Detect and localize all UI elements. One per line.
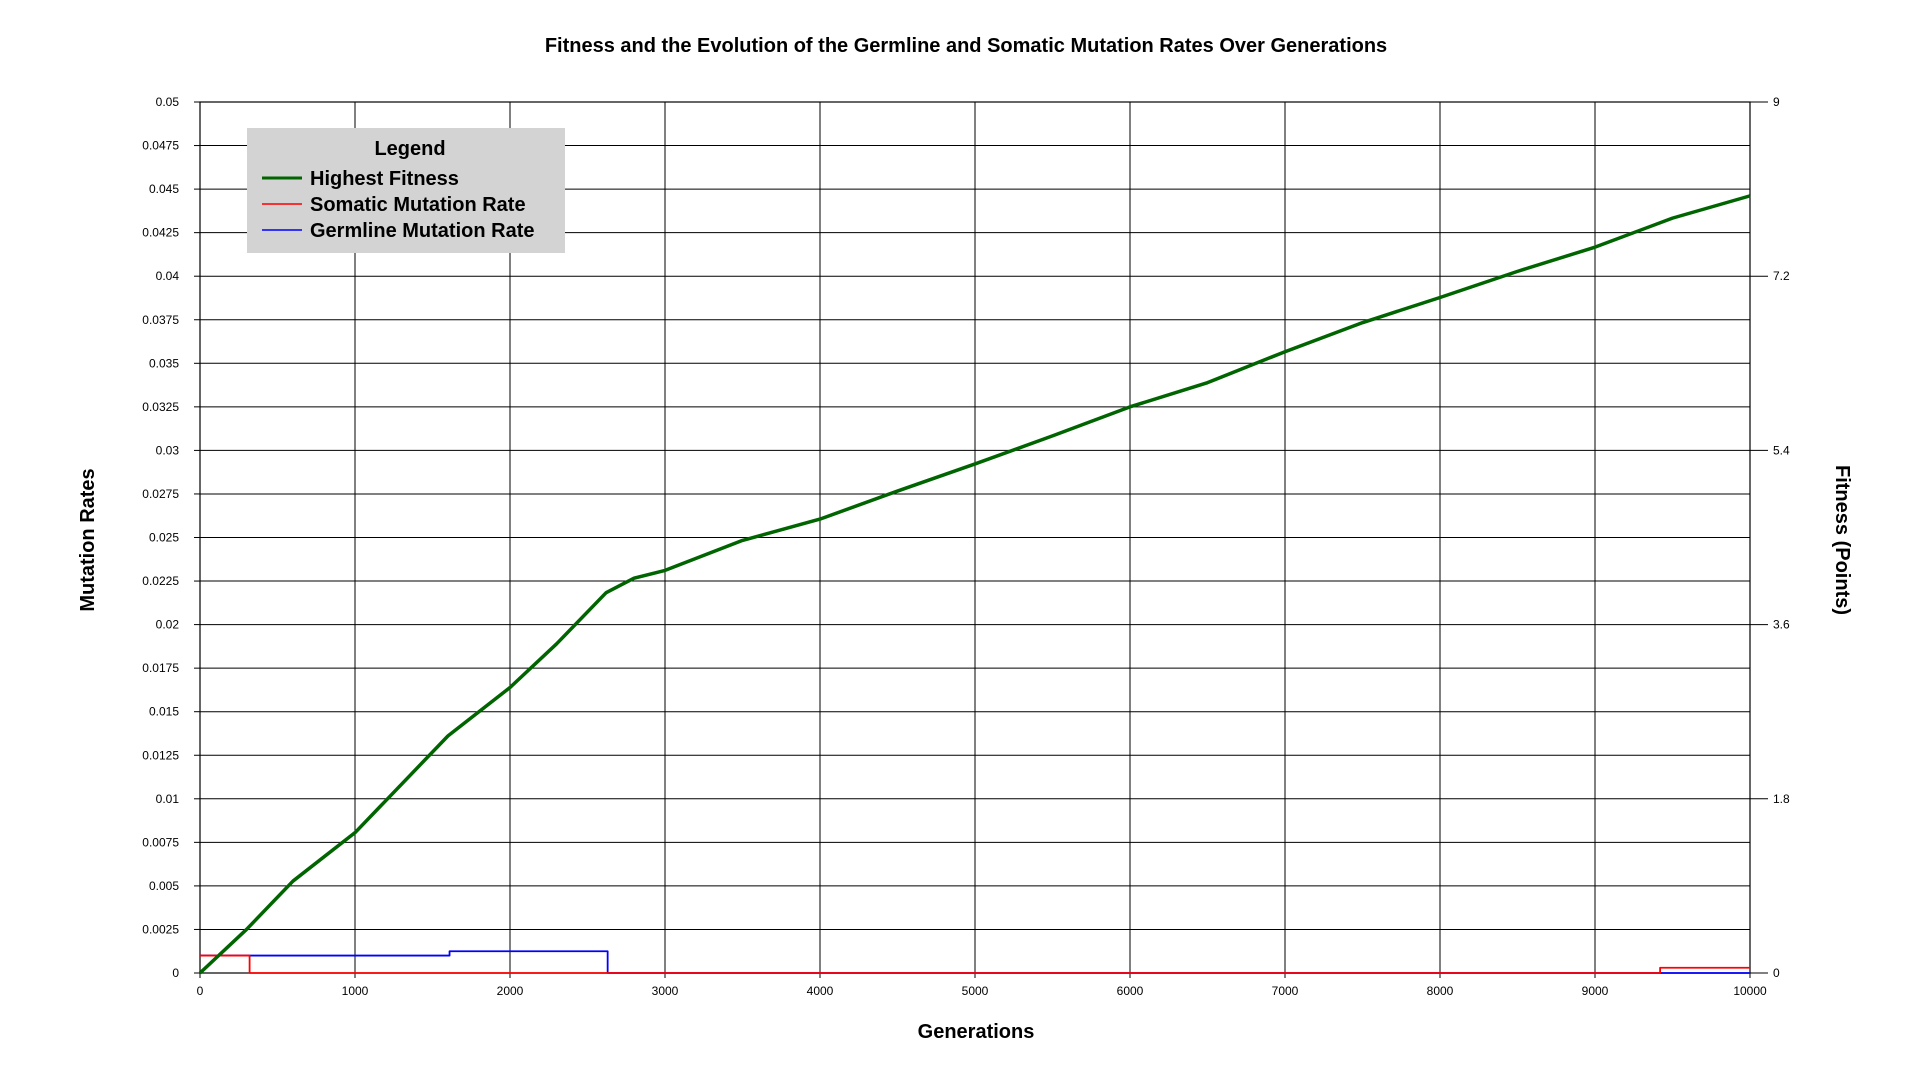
x-tick-label-3: 3000	[652, 984, 679, 998]
legend: Legend Highest Fitness Somatic Mutation …	[247, 128, 565, 253]
left-tick-label-12: 0.03	[156, 443, 180, 457]
left-tick-label-0: 0	[172, 966, 179, 980]
series-layer	[198, 194, 1751, 975]
left-tick-label-2: 0.005	[149, 879, 179, 893]
x-axis-ticks: 0 1000 2000 3000 4000 5000 6000 7000 8000 9000 100…	[197, 973, 1767, 998]
x-tick-label-10: 10000	[1733, 984, 1767, 998]
x-tick-label-2: 2000	[497, 984, 524, 998]
x-tick-label-7: 7000	[1272, 984, 1299, 998]
right-tick-label-1: 1.8	[1773, 792, 1790, 806]
left-tick-label-13: 0.0325	[142, 400, 179, 414]
right-axis-title: Fitness (Points)	[1831, 465, 1853, 615]
left-tick-label-16: 0.04	[156, 269, 180, 283]
right-tick-label-0: 0	[1773, 966, 1780, 980]
x-tick-label-8: 8000	[1427, 984, 1454, 998]
x-tick-label-1: 1000	[342, 984, 369, 998]
right-axis-ticks: 0 1.8 3.6 5.4 7.2 9	[1750, 95, 1790, 980]
left-tick-label-8: 0.02	[156, 618, 180, 632]
right-tick-label-2: 3.6	[1773, 618, 1790, 632]
left-axis-title: Mutation Rates	[77, 468, 99, 611]
left-tick-label-6: 0.015	[149, 705, 179, 719]
left-tick-label-1: 0.0025	[142, 922, 179, 936]
series-line-highest-fitness	[198, 194, 1751, 975]
x-tick-label-4: 4000	[807, 984, 834, 998]
left-tick-label-5: 0.0125	[142, 748, 179, 762]
left-tick-label-3: 0.0075	[142, 835, 179, 849]
legend-label-germline-mutation-rate: Germline Mutation Rate	[310, 220, 534, 242]
x-tick-label-0: 0	[197, 984, 204, 998]
legend-box	[247, 128, 565, 253]
left-tick-label-11: 0.0275	[142, 487, 179, 501]
left-tick-label-20: 0.05	[156, 95, 180, 109]
chart-title: Fitness and the Evolution of the Germlin…	[545, 35, 1387, 57]
legend-label-somatic-mutation-rate: Somatic Mutation Rate	[310, 194, 526, 216]
x-tick-label-6: 6000	[1117, 984, 1144, 998]
x-axis-title: Generations	[918, 1021, 1035, 1043]
left-axis-ticks: 0 0.0025 0.005 0.0075 0.01 0.0125 0.015 0.0175 0…	[142, 95, 200, 980]
x-tick-label-5: 5000	[962, 984, 989, 998]
left-tick-label-9: 0.0225	[142, 574, 179, 588]
left-tick-label-7: 0.0175	[142, 661, 179, 675]
left-tick-label-17: 0.0425	[142, 226, 179, 240]
right-tick-label-5: 9	[1773, 95, 1780, 109]
left-tick-label-19: 0.0475	[142, 139, 179, 153]
left-tick-label-14: 0.035	[149, 356, 179, 370]
left-tick-label-10: 0.025	[149, 531, 179, 545]
left-tick-label-15: 0.0375	[142, 313, 179, 327]
x-tick-label-9: 9000	[1582, 984, 1609, 998]
right-tick-label-3: 5.4	[1773, 443, 1790, 457]
legend-label-highest-fitness: Highest Fitness	[310, 168, 459, 190]
left-tick-label-18: 0.045	[149, 182, 179, 196]
left-tick-label-4: 0.01	[156, 792, 180, 806]
right-tick-label-4: 7.2	[1773, 269, 1790, 283]
series-line-somatic-mutation-rate	[200, 954, 1750, 974]
legend-title: Legend	[374, 138, 445, 160]
